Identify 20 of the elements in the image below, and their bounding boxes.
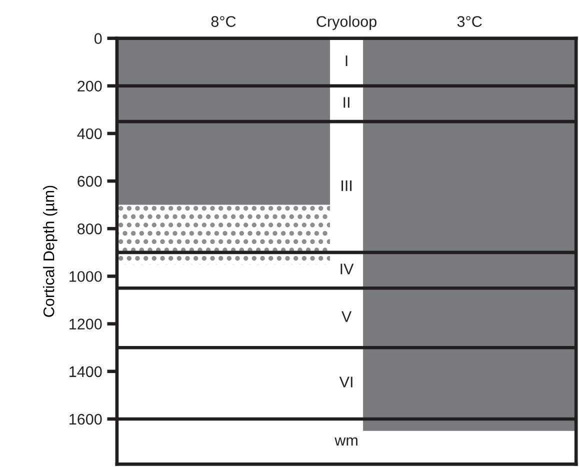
annotation: I — [346, 56, 348, 66]
y-tick-label: 0 — [94, 33, 102, 44]
annotation: IV — [340, 264, 354, 274]
y-tick-label: 1600 — [70, 414, 102, 425]
y-tick-label: 1200 — [70, 318, 102, 330]
y-tick-label: 400 — [77, 128, 102, 140]
y-tick-label: 600 — [78, 176, 102, 187]
y-tick-label: 800 — [78, 224, 102, 234]
x-tick-label: 8°C — [211, 16, 236, 27]
y-tick-label: 1000 — [70, 271, 102, 282]
annotation: V — [342, 311, 352, 322]
y-axis-title: Cortical Depth (µm) — [43, 186, 58, 317]
annotation: VI — [339, 376, 352, 388]
annotation: III — [342, 180, 352, 191]
x-tick-label: Cryoloop — [316, 16, 376, 30]
x-tick-label: 3°C — [457, 16, 482, 27]
y-tick-label: 1400 — [70, 366, 102, 378]
annotation: II — [344, 97, 350, 108]
annotation: wm — [334, 437, 358, 446]
y-tick-label: 200 — [78, 80, 102, 92]
